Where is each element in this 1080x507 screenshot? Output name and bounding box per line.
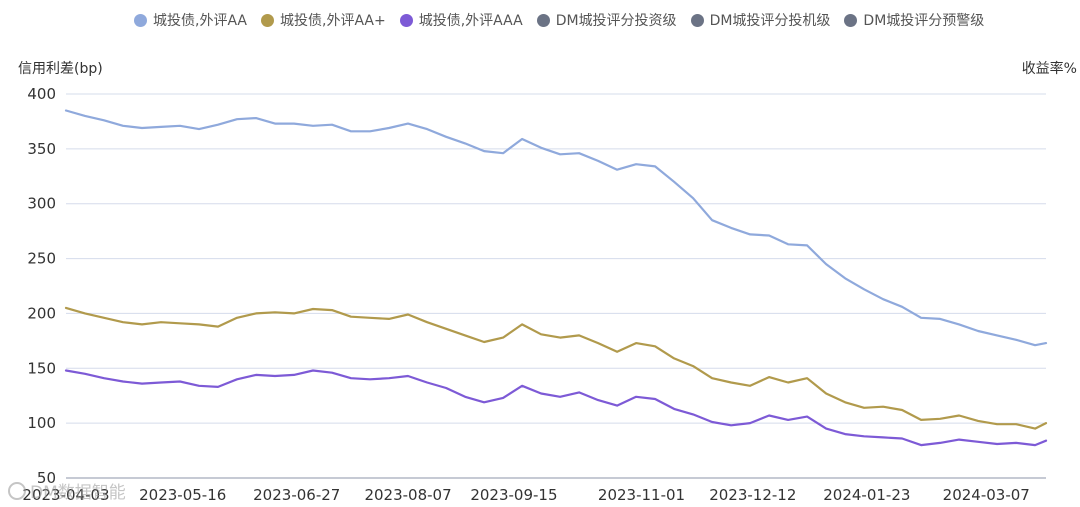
y-axis-ticks: 400 350 300 250 200 150 100 50 <box>27 85 56 487</box>
logo-icon <box>8 481 26 500</box>
legend-marker <box>261 13 274 27</box>
series-line <box>64 369 1048 447</box>
x-tick-label: 2024-03-07 <box>943 486 1030 504</box>
x-tick-label: 2023-11-01 <box>598 486 685 504</box>
y-tick-label: 100 <box>27 414 56 432</box>
x-tick-label: 2023-05-16 <box>139 486 226 504</box>
legend-item-dm-investment[interactable]: DM城投评分投资级 <box>536 10 677 30</box>
y-tick-label: 200 <box>27 304 56 322</box>
y-tick-label: 400 <box>27 85 56 103</box>
chart-legend: 城投债,外评AA 城投债,外评AA+ 城投债,外评AAA DM城投评分投资级 D… <box>134 10 998 30</box>
y-tick-label: 150 <box>27 359 56 377</box>
legend-label: DM城投评分预警级 <box>863 13 985 29</box>
legend-marker <box>690 13 704 27</box>
legend-marker <box>134 13 147 27</box>
series-line <box>64 109 1048 347</box>
legend-item-aa-plus[interactable]: 城投债,外评AA+ <box>261 10 386 30</box>
x-tick-label: 2024-01-23 <box>823 486 910 504</box>
x-tick-label: 2023-12-12 <box>709 486 796 504</box>
legend-item-dm-speculative[interactable]: DM城投评分投机级 <box>690 10 831 30</box>
series-lines <box>64 109 1048 447</box>
watermark-text: DM数据智能 <box>30 483 126 503</box>
x-axis-ticks: 2023-04-03 2023-05-16 2023-06-27 2023-08-07… <box>22 486 1029 504</box>
legend-item-aaa[interactable]: 城投债,外评AAA <box>399 10 523 30</box>
y-tick-label: 250 <box>27 250 56 268</box>
legend-marker <box>844 13 858 27</box>
legend-label: DM城投评分投机级 <box>709 13 831 29</box>
x-tick-label: 2023-04-03 <box>22 486 109 504</box>
series-line <box>64 306 1048 430</box>
x-tick-label: 2023-08-07 <box>364 486 451 504</box>
legend-label: DM城投评分投资级 <box>555 13 677 29</box>
right-axis-title: 收益率% <box>1021 61 1077 77</box>
legend-label: 城投债,外评AAA <box>418 13 523 29</box>
legend-item-aa[interactable]: 城投债,外评AA <box>134 10 247 30</box>
y-tick-label: 300 <box>27 195 56 213</box>
legend-marker <box>399 13 413 27</box>
gridlines <box>66 93 1046 479</box>
y-axis-title: 信用利差(bp) <box>18 61 103 77</box>
y-tick-label: 50 <box>37 469 56 487</box>
x-tick-label: 2023-09-15 <box>470 486 557 504</box>
watermark: DM数据智能 <box>8 478 126 503</box>
legend-label: 城投债,外评AA <box>153 13 247 29</box>
legend-marker <box>536 13 550 27</box>
y-tick-label: 350 <box>27 140 56 158</box>
x-tick-label: 2023-06-27 <box>253 486 340 504</box>
legend-label: 城投债,外评AA+ <box>280 13 386 29</box>
legend-item-dm-warning[interactable]: DM城投评分预警级 <box>844 10 984 30</box>
